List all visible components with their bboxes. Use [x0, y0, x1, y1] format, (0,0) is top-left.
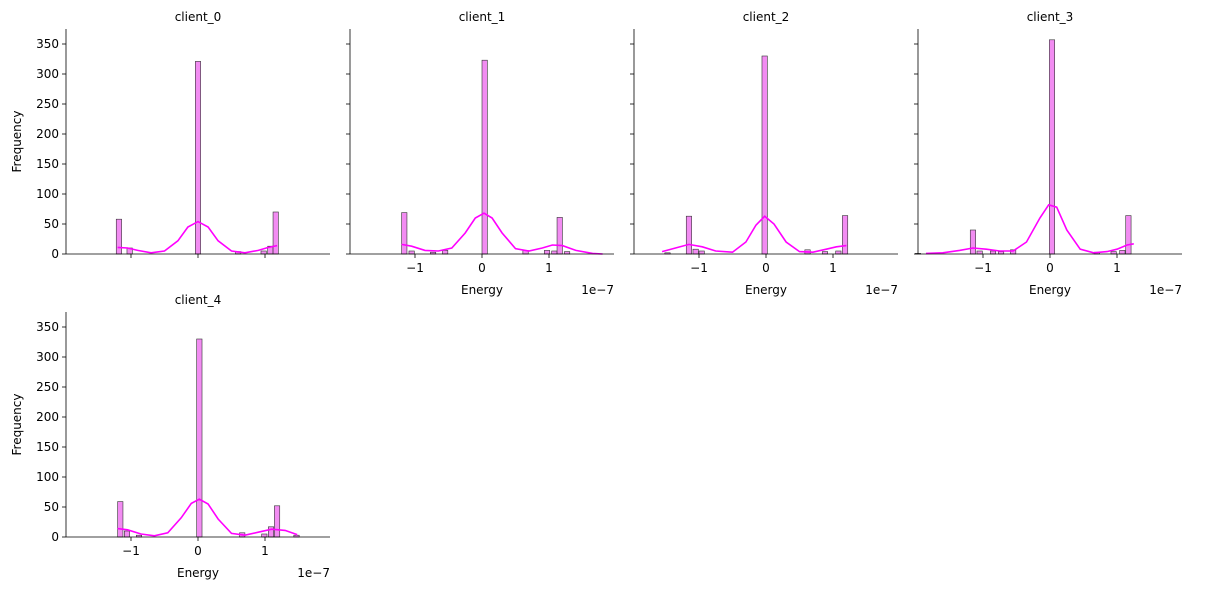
- y-tick-label: 150: [36, 157, 59, 171]
- x-axis-label: Energy: [1029, 283, 1071, 297]
- x-axis-label: Energy: [745, 283, 787, 297]
- y-axis-label: Frequency: [10, 394, 24, 456]
- y-tick-label: 100: [36, 470, 59, 484]
- histogram-bar: [1119, 250, 1126, 255]
- x-tick-label: −1: [974, 261, 992, 275]
- histogram-bar: [274, 505, 281, 538]
- x-offset-label: 1e−7: [581, 283, 614, 297]
- y-tick-label: 50: [44, 500, 59, 514]
- y-tick-label: 0: [51, 530, 59, 544]
- panel-client_1: client_1 −1 0 1 Energy 1e−7: [346, 10, 614, 297]
- kde-line: [401, 212, 603, 255]
- histogram-bar: [261, 533, 268, 538]
- histogram-bar: [969, 229, 976, 255]
- y-tick-label: 250: [36, 97, 59, 111]
- histogram-bar: [976, 250, 983, 255]
- x-tick-label: 1: [261, 544, 269, 558]
- kde-line: [117, 220, 278, 254]
- panel-client_3: client_3 −1 0 1 Energy 1e−7: [914, 10, 1182, 297]
- x-tick-label: −1: [690, 261, 708, 275]
- histogram-bar: [544, 250, 550, 255]
- y-tick-label: 150: [36, 440, 59, 454]
- x-tick-label: 0: [762, 261, 770, 275]
- histogram-bar: [442, 250, 449, 255]
- panel-title: client_4: [175, 293, 222, 307]
- y-tick-label: 350: [36, 37, 59, 51]
- kde-line: [117, 498, 298, 537]
- panel-client_2: client_2 −1 0 1 Energy 1e−7: [630, 10, 898, 297]
- histogram-bar: [1125, 215, 1132, 255]
- histogram-bar: [990, 250, 997, 255]
- y-axis-label: Frequency: [10, 111, 24, 173]
- panel-title: client_3: [1027, 10, 1074, 24]
- y-tick-label: 300: [36, 350, 59, 364]
- histogram-bar: [117, 501, 124, 538]
- histogram-bar: [692, 248, 699, 255]
- x-offset-label: 1e−7: [297, 566, 330, 580]
- y-tick-label: 200: [36, 127, 59, 141]
- histogram-bar: [761, 55, 768, 255]
- histogram-bar: [115, 218, 122, 255]
- y-tick-label: 350: [36, 320, 59, 334]
- histogram-bar: [195, 61, 201, 255]
- x-offset-label: 1e−7: [1149, 283, 1182, 297]
- kde-line: [661, 215, 847, 254]
- x-axis-label: Energy: [177, 566, 219, 580]
- y-tick-label: 250: [36, 380, 59, 394]
- histogram-bar: [698, 250, 705, 255]
- y-tick-label: 50: [44, 217, 59, 231]
- histogram-bar: [1049, 39, 1055, 255]
- histogram-bar: [408, 250, 415, 255]
- histogram-bar: [401, 212, 408, 255]
- histogram-bar: [551, 250, 558, 255]
- x-tick-label: 0: [194, 544, 202, 558]
- panel-title: client_1: [459, 10, 506, 24]
- y-tick-label: 0: [51, 247, 59, 261]
- x-tick-label: 1: [545, 261, 553, 275]
- y-tick-label: 300: [36, 67, 59, 81]
- histogram-bar: [685, 215, 692, 255]
- x-tick-label: −1: [122, 544, 140, 558]
- histogram-bar: [842, 215, 849, 255]
- x-tick-label: 0: [1046, 261, 1054, 275]
- histogram-bar: [196, 338, 203, 538]
- histogram-bar: [260, 250, 267, 255]
- histogram-bar: [123, 530, 130, 538]
- panel-client_4: client_4 0 50 100 150 200 250 300 350 −1 0 1 Energy 1…: [10, 293, 330, 580]
- panel-title: client_0: [175, 10, 222, 24]
- x-tick-label: 1: [829, 261, 837, 275]
- histogram-bar: [268, 526, 275, 538]
- x-axis-label: Energy: [461, 283, 503, 297]
- panel-title: client_2: [743, 10, 790, 24]
- histogram-bar: [835, 250, 842, 255]
- y-tick-label: 200: [36, 410, 59, 424]
- histogram-bar: [272, 211, 279, 255]
- histogram-bar: [481, 59, 488, 255]
- histogram-bar: [556, 217, 563, 255]
- y-tick-label: 100: [36, 187, 59, 201]
- panel-client_0: client_0 0 50 100 150 200 250 300 350 Frequency: [10, 10, 330, 261]
- x-tick-label: −1: [406, 261, 424, 275]
- x-tick-label: 0: [478, 261, 486, 275]
- x-offset-label: 1e−7: [865, 283, 898, 297]
- kde-line: [925, 203, 1134, 255]
- x-tick-label: 1: [1113, 261, 1121, 275]
